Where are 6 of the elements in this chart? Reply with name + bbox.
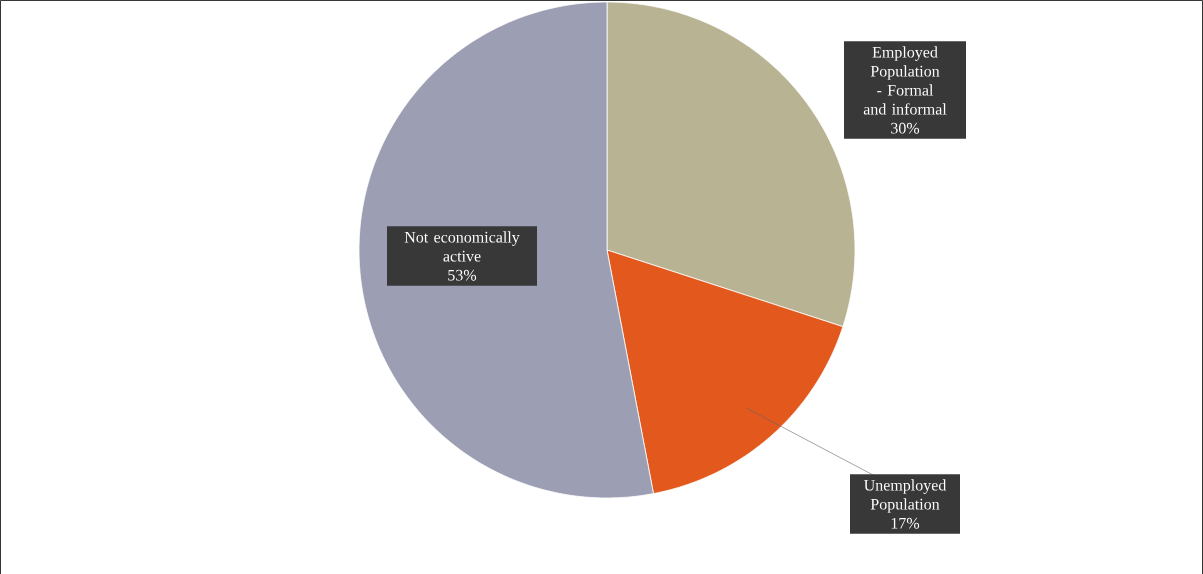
data-label: 30% <box>891 122 920 134</box>
data-label: 53% <box>448 269 477 281</box>
data-label: 17% <box>891 517 920 529</box>
slice-label: Employed Population - Formal and informal <box>863 46 947 115</box>
slice-label: Not economically active <box>404 231 520 262</box>
slice-label: Unemployed Population <box>864 479 947 513</box>
